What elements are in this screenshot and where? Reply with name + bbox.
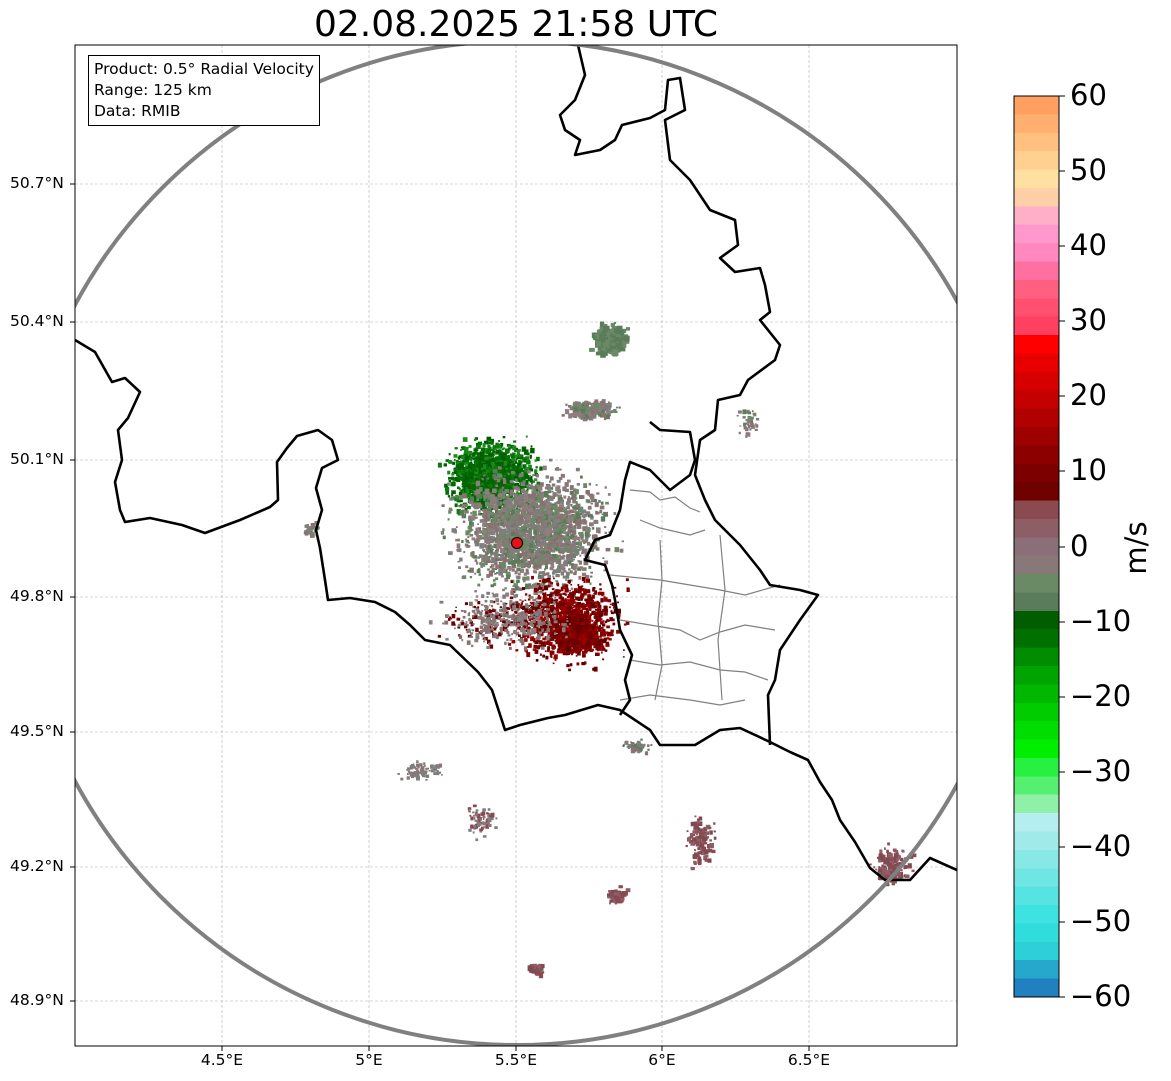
info-box: Product: 0.5° Radial Velocity Range: 125… bbox=[88, 55, 320, 126]
axis-ticks bbox=[70, 183, 810, 1051]
colorbar-ticks bbox=[1059, 95, 1065, 998]
colorbar-tick-label: −10 bbox=[1070, 604, 1132, 638]
colorbar-tick-label: −50 bbox=[1070, 904, 1132, 938]
info-product: Product: 0.5° Radial Velocity bbox=[94, 60, 314, 78]
echo-band-sw bbox=[397, 760, 443, 781]
echo-band-se1 bbox=[685, 815, 717, 871]
echo-east bbox=[736, 409, 760, 438]
colorbar-tick-label: −20 bbox=[1070, 679, 1132, 713]
colorbar-tick-label: −30 bbox=[1070, 754, 1132, 788]
echo-band-north bbox=[561, 399, 621, 422]
colorbar-unit-label: m/s bbox=[1119, 521, 1153, 575]
colorbar-tick-label: 40 bbox=[1070, 228, 1107, 262]
lat-label: 49.5°N bbox=[10, 722, 64, 740]
map-title: 02.08.2025 21:58 UTC bbox=[313, 4, 719, 45]
colorbar bbox=[1014, 96, 1059, 997]
echo-cell-s1 bbox=[607, 885, 631, 905]
border-luxembourg bbox=[583, 420, 697, 716]
echo-cell-s2 bbox=[527, 963, 545, 979]
colorbar-tick-label: 20 bbox=[1070, 378, 1107, 412]
lat-label: 49.8°N bbox=[10, 587, 64, 605]
echo-south-border bbox=[622, 738, 653, 756]
echo-outbound-south bbox=[501, 575, 630, 672]
info-data: Data: RMIB bbox=[94, 102, 181, 120]
colorbar-tick-label: −60 bbox=[1070, 979, 1132, 1013]
colorbar-tick-label: 50 bbox=[1070, 153, 1107, 187]
range-ring bbox=[75, 45, 957, 1046]
lon-label: 5°E bbox=[355, 1051, 383, 1069]
echo-west bbox=[303, 521, 320, 538]
colorbar-tick-label: 30 bbox=[1070, 303, 1107, 337]
lat-label: 49.2°N bbox=[10, 857, 64, 875]
border-france-belgium bbox=[75, 338, 957, 882]
radar-site-marker bbox=[511, 537, 523, 549]
district-borders bbox=[609, 489, 781, 706]
colorbar-tick-label: 60 bbox=[1070, 78, 1107, 112]
colorbar-tick-label: −40 bbox=[1070, 829, 1132, 863]
echo-cell-north bbox=[589, 321, 630, 358]
lat-label: 50.4°N bbox=[10, 312, 64, 330]
lon-label: 6°E bbox=[648, 1051, 676, 1069]
echo-band-sw2 bbox=[467, 804, 498, 842]
lat-label: 48.9°N bbox=[10, 991, 64, 1009]
lon-label: 4.5°E bbox=[200, 1051, 244, 1069]
country-borders bbox=[75, 45, 957, 882]
colorbar-tick-label: 10 bbox=[1070, 453, 1107, 487]
lat-label: 50.1°N bbox=[10, 450, 64, 468]
colorbar-tick-label: 0 bbox=[1070, 529, 1089, 563]
lon-label: 5.5°E bbox=[494, 1051, 538, 1069]
lat-label: 50.7°N bbox=[10, 174, 64, 192]
echo-band-se2 bbox=[869, 842, 917, 887]
echo-southwest bbox=[428, 588, 573, 651]
info-range: Range: 125 km bbox=[94, 81, 212, 99]
border-belgium-germany bbox=[558, 45, 820, 746]
lon-label: 6.5°E bbox=[787, 1051, 831, 1069]
